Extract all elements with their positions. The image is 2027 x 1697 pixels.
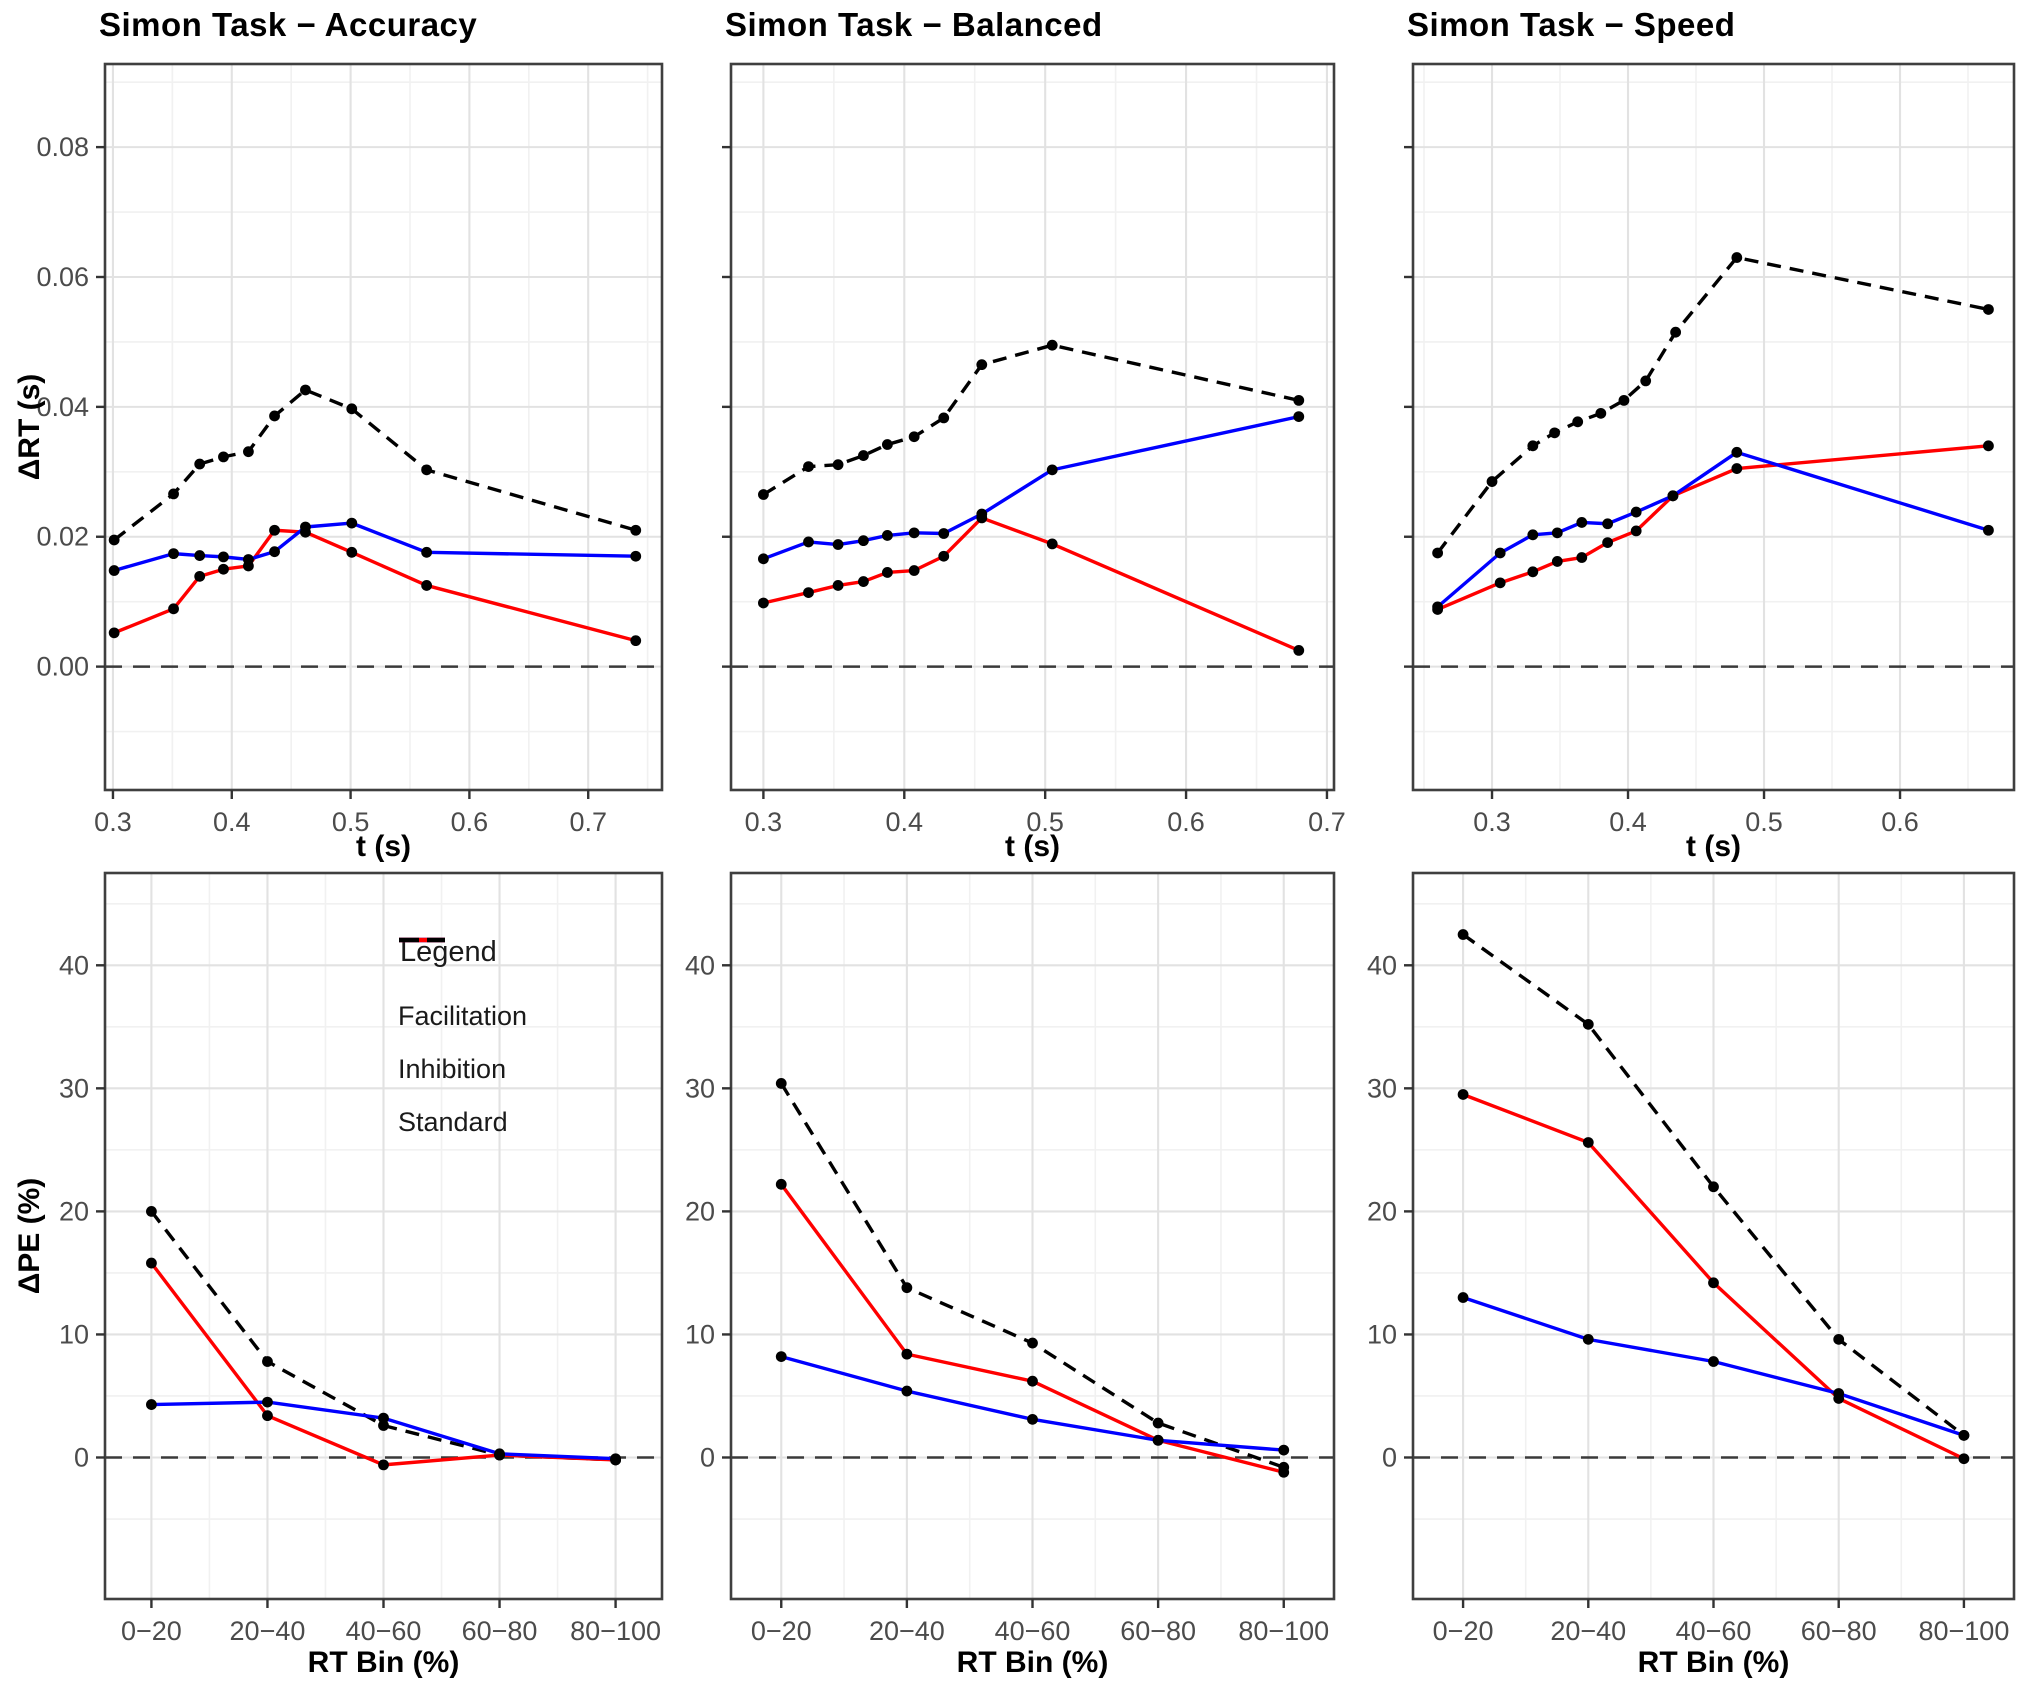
svg-text:60−80: 60−80 [1120, 1616, 1196, 1646]
svg-text:80−100: 80−100 [1238, 1616, 1329, 1646]
svg-text:0: 0 [74, 1442, 89, 1472]
svg-text:60−80: 60−80 [462, 1616, 538, 1646]
y-axis-title-delta-pe: ΔPE (%) [13, 1177, 46, 1295]
svg-text:0: 0 [700, 1442, 715, 1472]
x-axis-title-rt-balanced: t (s) [1005, 830, 1060, 863]
svg-text:20: 20 [1367, 1196, 1397, 1226]
x-axis-title-rt-speed: t (s) [1686, 830, 1741, 863]
legend-entry-label: Facilitation [398, 1001, 528, 1031]
svg-text:20−40: 20−40 [869, 1616, 945, 1646]
svg-text:30: 30 [59, 1073, 89, 1103]
x-axis-title-pe-accuracy: RT Bin (%) [307, 1646, 460, 1679]
svg-text:40: 40 [685, 950, 715, 980]
svg-text:60−80: 60−80 [1801, 1616, 1877, 1646]
svg-text:0.5: 0.5 [1745, 807, 1783, 837]
svg-text:0.7: 0.7 [569, 807, 607, 837]
svg-text:30: 30 [685, 1073, 715, 1103]
svg-text:0.4: 0.4 [213, 807, 251, 837]
legend-entry-standard: Standard [398, 937, 527, 1138]
svg-text:0.7: 0.7 [1308, 807, 1346, 837]
svg-text:0.08: 0.08 [36, 132, 89, 162]
svg-text:0: 0 [1382, 1442, 1397, 1472]
svg-text:40: 40 [1367, 950, 1397, 980]
svg-text:0.5: 0.5 [332, 807, 370, 837]
svg-text:0.5: 0.5 [1026, 807, 1064, 837]
svg-text:0.6: 0.6 [1167, 807, 1205, 837]
svg-text:40−60: 40−60 [1676, 1616, 1752, 1646]
svg-text:0.6: 0.6 [451, 807, 489, 837]
svg-text:20−40: 20−40 [1550, 1616, 1626, 1646]
svg-text:10: 10 [1367, 1319, 1397, 1349]
svg-text:40−60: 40−60 [346, 1616, 422, 1646]
svg-text:0.4: 0.4 [1609, 807, 1647, 837]
y-axis-title-delta-rt: ΔRT (s) [13, 373, 46, 481]
svg-text:0.3: 0.3 [1473, 807, 1511, 837]
x-axis-title-pe-balanced: RT Bin (%) [956, 1646, 1109, 1679]
legend-entry-facilitation: Facilitation [398, 937, 528, 1032]
legend-entry-inhibition: Inhibition [398, 937, 527, 1085]
svg-text:40−60: 40−60 [995, 1616, 1071, 1646]
svg-text:10: 10 [59, 1319, 89, 1349]
svg-text:0.06: 0.06 [36, 262, 89, 292]
legend-entry-label: Inhibition [398, 1054, 507, 1084]
legend-key-line-icon [399, 937, 445, 943]
panel-title-balanced: Simon Task − Balanced [725, 6, 1103, 43]
legend-entry-label: Standard [398, 1107, 508, 1137]
svg-text:0.00: 0.00 [36, 652, 89, 682]
svg-text:20: 20 [59, 1196, 89, 1226]
svg-text:80−100: 80−100 [570, 1616, 661, 1646]
svg-text:20: 20 [685, 1196, 715, 1226]
svg-text:0.3: 0.3 [745, 807, 783, 837]
x-axis-title-rt-accuracy: t (s) [356, 830, 411, 863]
legend: Legend Facilitation Inhibition Standard [398, 936, 527, 1138]
svg-text:0.4: 0.4 [886, 807, 924, 837]
svg-text:0−20: 0−20 [751, 1616, 812, 1646]
svg-text:0−20: 0−20 [121, 1616, 182, 1646]
svg-text:20−40: 20−40 [230, 1616, 306, 1646]
svg-text:30: 30 [1367, 1073, 1397, 1103]
svg-text:0.6: 0.6 [1881, 807, 1919, 837]
svg-text:0.02: 0.02 [36, 522, 89, 552]
svg-text:0.3: 0.3 [94, 807, 132, 837]
panel-title-speed: Simon Task − Speed [1407, 6, 1736, 43]
svg-text:10: 10 [685, 1319, 715, 1349]
svg-text:40: 40 [59, 950, 89, 980]
svg-text:80−100: 80−100 [1918, 1616, 2009, 1646]
x-axis-title-pe-speed: RT Bin (%) [1637, 1646, 1790, 1679]
panel-title-accuracy: Simon Task − Accuracy [99, 6, 478, 43]
svg-text:0.04: 0.04 [36, 392, 89, 422]
svg-text:0−20: 0−20 [1433, 1616, 1494, 1646]
